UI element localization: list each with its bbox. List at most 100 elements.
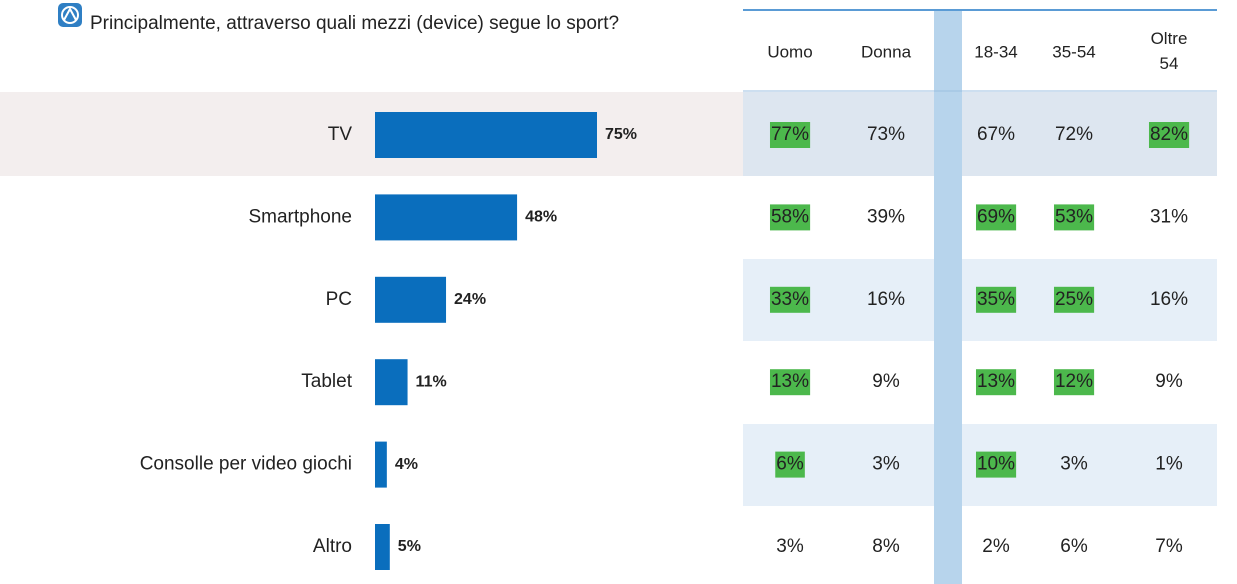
table-cell: 16%	[1150, 289, 1188, 310]
table-cell: 7%	[1155, 536, 1183, 557]
cell-text: 39%	[867, 206, 905, 227]
value-label: 75%	[605, 126, 637, 143]
cell-text: 9%	[872, 371, 900, 392]
cell-highlight	[769, 369, 811, 396]
table-cell: 6%	[775, 451, 805, 478]
cell-text: 58%	[771, 206, 809, 227]
table-cell: 67%	[977, 124, 1015, 145]
table-cell: 13%	[975, 369, 1017, 396]
cell-text: 6%	[776, 454, 804, 475]
column-header: Uomo	[767, 42, 812, 61]
category-label: TV	[328, 124, 353, 145]
cell-highlight	[975, 451, 1017, 478]
cell-text: 16%	[1150, 289, 1188, 310]
category-label: Tablet	[301, 371, 352, 392]
chart-title: Principalmente, attraverso quali mezzi (…	[90, 13, 619, 34]
cell-text: 25%	[1055, 289, 1093, 310]
icon-mark	[63, 6, 77, 21]
value-label: 48%	[525, 209, 557, 226]
backgrounds	[0, 9, 1217, 584]
category-label: Consolle per video giochi	[140, 454, 352, 475]
category-label: Smartphone	[248, 206, 352, 227]
cell-highlight	[769, 204, 811, 231]
table-cell: 73%	[867, 124, 905, 145]
table-cell: 33%	[769, 286, 811, 313]
table-cell: 69%	[975, 204, 1017, 231]
value-label: 4%	[395, 456, 418, 473]
table-cell: 10%	[975, 451, 1017, 478]
bar	[375, 359, 408, 406]
category-label: PC	[326, 289, 352, 310]
cell-text: 1%	[1155, 454, 1183, 475]
cell-text: 2%	[982, 536, 1010, 557]
cell-text: 12%	[1055, 371, 1093, 392]
cell-text: 77%	[771, 124, 809, 145]
table-cell: 77%	[769, 122, 811, 148]
cell-text: 33%	[771, 289, 809, 310]
column-header: Oltre 54	[1151, 29, 1188, 73]
table-cell: 25%	[1053, 286, 1095, 313]
table-cell: 9%	[872, 371, 900, 392]
cell-text: 3%	[776, 536, 804, 557]
cell-text: 9%	[1155, 371, 1183, 392]
table-cell: 31%	[1150, 206, 1188, 227]
table-cell: 1%	[1155, 454, 1183, 475]
icon	[58, 3, 82, 27]
category-label: Altro	[313, 536, 352, 557]
cell-text: 13%	[771, 371, 809, 392]
table-cell: 3%	[872, 454, 900, 475]
cell-text: 69%	[977, 206, 1015, 227]
column-header: Donna	[861, 42, 912, 61]
column-header: 35-54	[1052, 42, 1095, 61]
value-label: 11%	[416, 373, 447, 390]
value-label: 24%	[454, 291, 486, 308]
cell-highlight	[975, 204, 1017, 231]
cell-highlight	[775, 451, 805, 478]
cell-text: 8%	[872, 536, 900, 557]
bar	[375, 112, 597, 158]
table-row-band	[743, 92, 1217, 176]
column-separator	[934, 10, 962, 584]
table-cell: 3%	[776, 536, 804, 557]
cell-text: 13%	[977, 371, 1015, 392]
cell-highlight	[975, 369, 1017, 396]
table-cell: 58%	[769, 204, 811, 231]
cell-text: 7%	[1155, 536, 1183, 557]
table-cell: 13%	[769, 369, 811, 396]
bar	[375, 441, 387, 488]
cell-text: 35%	[977, 289, 1015, 310]
cell-text: 72%	[1055, 124, 1093, 145]
cell-text: 3%	[1060, 454, 1088, 475]
cell-highlight	[769, 286, 811, 313]
cell-highlight	[1053, 204, 1095, 231]
table-cell: 9%	[1155, 371, 1183, 392]
table-cell: 6%	[1060, 536, 1088, 557]
cell-highlight	[1053, 369, 1095, 396]
bar	[375, 194, 518, 241]
cell-text: 10%	[977, 454, 1015, 475]
table-cell: 12%	[1053, 369, 1095, 396]
table-cell: 39%	[867, 206, 905, 227]
cell-highlight	[975, 286, 1017, 313]
cell-text: 53%	[1055, 206, 1093, 227]
cell-highlight	[1148, 122, 1190, 148]
cell-text: 31%	[1150, 206, 1188, 227]
cell-text: 16%	[867, 289, 905, 310]
table-cell: 72%	[1055, 124, 1093, 145]
table-cell: 16%	[867, 289, 905, 310]
bar	[375, 276, 447, 323]
column-header: 18-34	[974, 42, 1017, 61]
table-cell: 8%	[872, 536, 900, 557]
cell-text: 6%	[1060, 536, 1088, 557]
bar	[375, 524, 390, 570]
cell-text: 3%	[872, 454, 900, 475]
cell-text: 73%	[867, 124, 905, 145]
value-label: 5%	[398, 538, 421, 555]
table-cell: 3%	[1060, 454, 1088, 475]
cell-text: 82%	[1150, 124, 1188, 145]
table-cell: 82%	[1148, 122, 1190, 148]
table-cell: 35%	[975, 286, 1017, 313]
cell-highlight	[769, 122, 811, 148]
cell-text: 67%	[977, 124, 1015, 145]
